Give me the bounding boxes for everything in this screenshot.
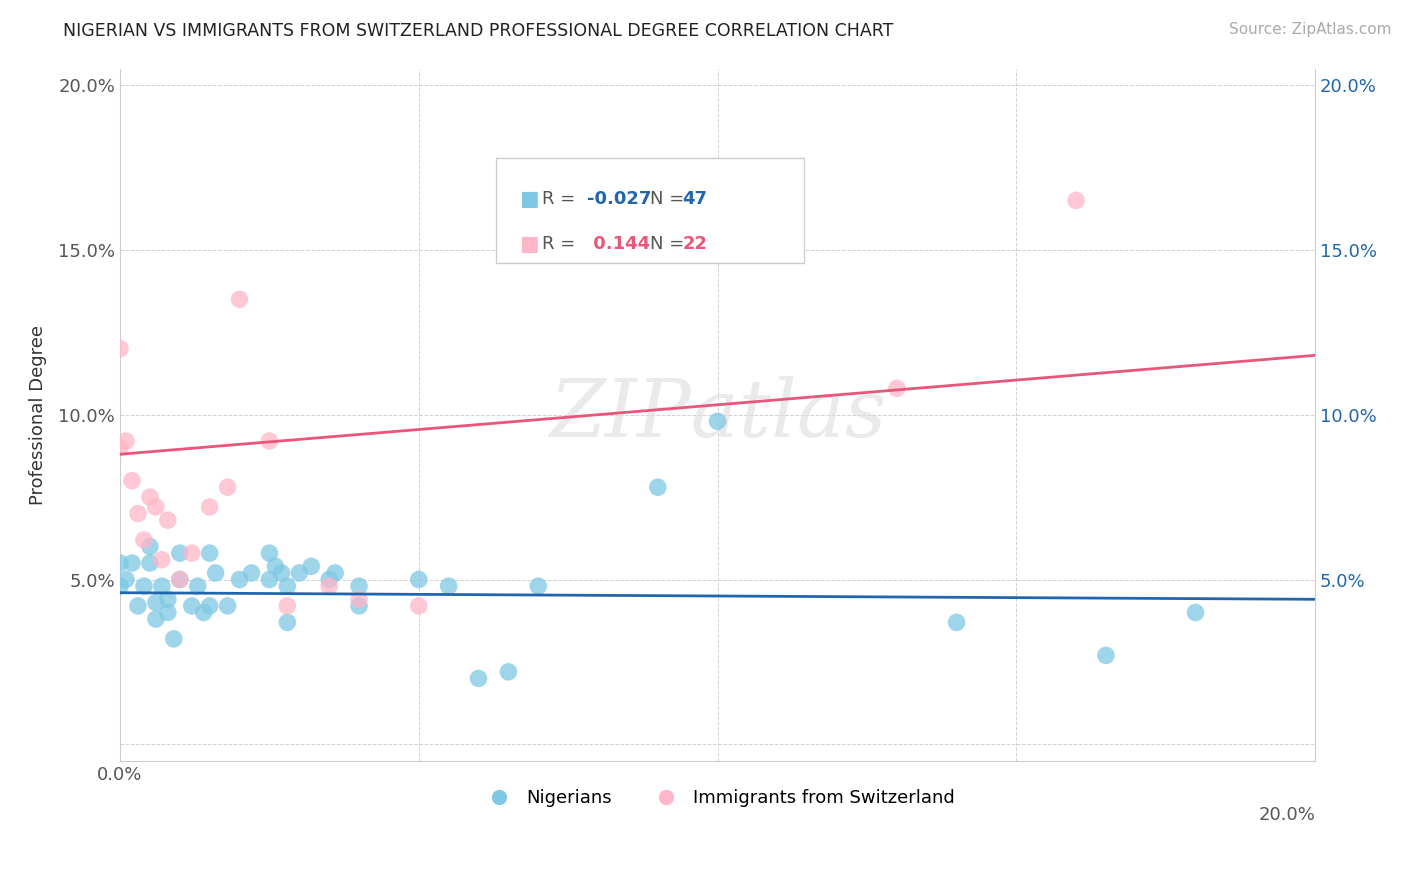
Point — [198, 546, 221, 560]
Point — [127, 599, 149, 613]
Point — [647, 480, 669, 494]
Text: ZIP​atlas: ZIP​atlas — [548, 376, 886, 453]
Point — [108, 556, 131, 570]
Point — [408, 599, 430, 613]
Point — [169, 573, 191, 587]
Text: ■: ■ — [520, 234, 540, 253]
Point — [150, 553, 173, 567]
Point — [198, 599, 221, 613]
Legend: Nigerians, Immigrants from Switzerland: Nigerians, Immigrants from Switzerland — [474, 781, 962, 814]
Point — [347, 599, 370, 613]
Text: NIGERIAN VS IMMIGRANTS FROM SWITZERLAND PROFESSIONAL DEGREE CORRELATION CHART: NIGERIAN VS IMMIGRANTS FROM SWITZERLAND … — [63, 22, 894, 40]
Point — [318, 579, 340, 593]
Text: ■: ■ — [520, 188, 540, 209]
Point — [228, 573, 250, 587]
Point — [108, 342, 131, 356]
Point — [180, 546, 202, 560]
Point — [115, 434, 138, 448]
Point — [270, 566, 292, 580]
Point — [299, 559, 322, 574]
Point — [145, 596, 167, 610]
Point — [259, 434, 281, 448]
Point — [115, 573, 138, 587]
Point — [193, 606, 215, 620]
Point — [276, 599, 298, 613]
Point — [198, 500, 221, 514]
Point — [347, 592, 370, 607]
Point — [156, 513, 179, 527]
Point — [527, 579, 550, 593]
Point — [169, 573, 191, 587]
Point — [139, 490, 162, 504]
Point — [132, 579, 155, 593]
Point — [706, 414, 728, 428]
Point — [108, 441, 131, 455]
Point — [259, 573, 281, 587]
Point — [276, 615, 298, 630]
Point — [187, 579, 209, 593]
Point — [156, 592, 179, 607]
Point — [288, 566, 311, 580]
Point — [467, 672, 489, 686]
Point — [180, 599, 202, 613]
Point — [1095, 648, 1118, 663]
Point — [259, 546, 281, 560]
Text: 47: 47 — [683, 189, 707, 208]
Point — [240, 566, 263, 580]
Text: R =: R = — [543, 189, 581, 208]
Text: 0.144: 0.144 — [588, 235, 650, 252]
Text: N =: N = — [650, 235, 690, 252]
Point — [1064, 194, 1087, 208]
Point — [150, 579, 173, 593]
Point — [204, 566, 226, 580]
Point — [163, 632, 186, 646]
Text: R =: R = — [543, 235, 581, 252]
Point — [108, 579, 131, 593]
Point — [217, 599, 239, 613]
Point — [121, 556, 143, 570]
Text: -0.027: -0.027 — [588, 189, 651, 208]
Point — [145, 500, 167, 514]
Point — [121, 474, 143, 488]
Point — [276, 579, 298, 593]
Point — [347, 579, 370, 593]
Point — [145, 612, 167, 626]
Point — [139, 540, 162, 554]
Point — [1184, 606, 1206, 620]
Point — [408, 573, 430, 587]
Text: 22: 22 — [683, 235, 707, 252]
Point — [156, 606, 179, 620]
Text: N =: N = — [650, 189, 690, 208]
Text: 20.0%: 20.0% — [1258, 805, 1315, 824]
Point — [132, 533, 155, 547]
Point — [264, 559, 287, 574]
Point — [169, 546, 191, 560]
Point — [228, 293, 250, 307]
Point — [139, 556, 162, 570]
Point — [217, 480, 239, 494]
Text: Source: ZipAtlas.com: Source: ZipAtlas.com — [1229, 22, 1392, 37]
Point — [498, 665, 520, 679]
Point — [318, 573, 340, 587]
Point — [127, 507, 149, 521]
Point — [323, 566, 346, 580]
Point — [886, 381, 908, 395]
Y-axis label: Professional Degree: Professional Degree — [30, 325, 46, 505]
Point — [945, 615, 967, 630]
Point — [437, 579, 460, 593]
